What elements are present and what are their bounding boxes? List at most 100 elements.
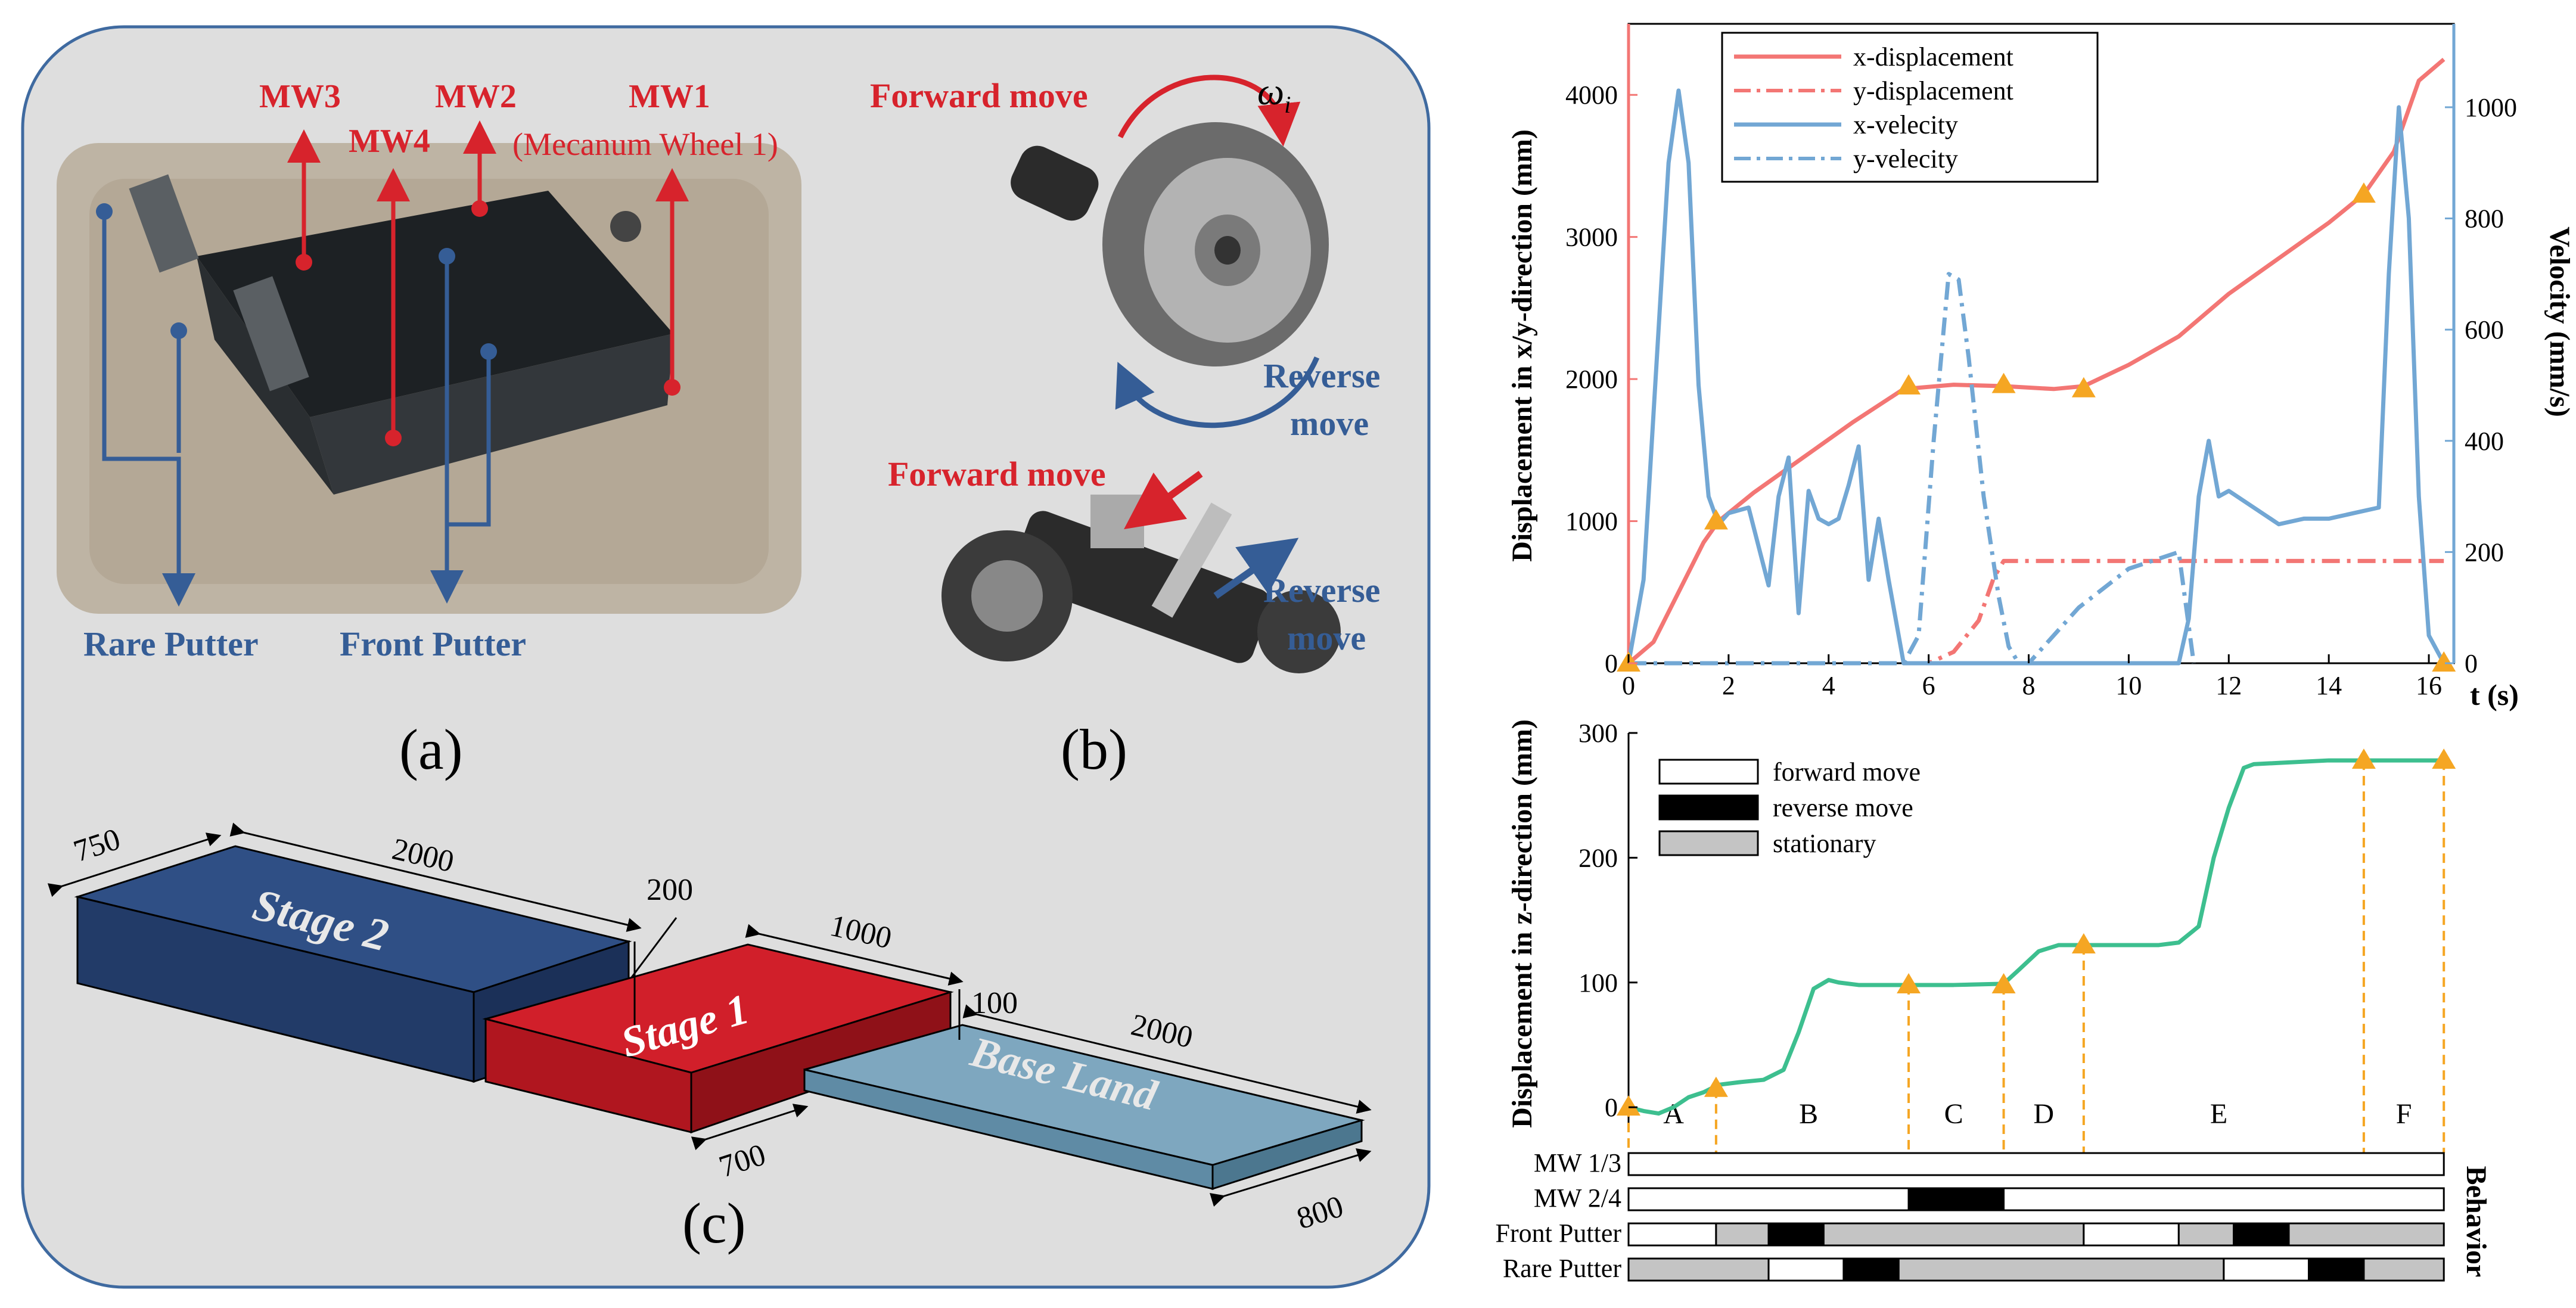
behavior-segment-forward	[2223, 1257, 2310, 1282]
putter-assembly	[1011, 511, 1271, 663]
chart1-y2tick-label: 600	[2465, 315, 2504, 344]
chart1-xtick-label: 14	[2316, 671, 2342, 700]
chart2-marker	[2432, 748, 2456, 769]
chart2-ytick-label: 300	[1578, 719, 1618, 748]
reverse-rotation-arrow	[1115, 356, 1320, 428]
behavior-segment-reverse	[1767, 1222, 1825, 1247]
chart2-marker	[2351, 748, 2376, 769]
caption-b: (b)	[1061, 717, 1127, 781]
chart1-xtick-label: 4	[1822, 671, 1835, 700]
chart1-marker	[1991, 372, 2016, 393]
behavior-segment-forward	[1627, 1187, 1910, 1211]
chart1-ytick-label: 1000	[1565, 507, 1618, 536]
behavior-segment-forward	[1627, 1152, 2445, 1176]
mw-markers	[287, 120, 689, 446]
chart1-xlabel: t (s)	[2470, 678, 2519, 712]
chart1-ytick-label: 3000	[1565, 223, 1618, 252]
chart1-marker	[2071, 377, 2096, 397]
behavior-title: Behavior	[2460, 1166, 2492, 1278]
chart1-xtick-label: 2	[1722, 671, 1735, 700]
chart1-y2tick-label: 800	[2465, 204, 2504, 234]
chart2-legend: forward move reverse move stationary	[1658, 757, 1921, 858]
chart1-y2tick-label: 200	[2465, 538, 2504, 567]
chart1-ytick-label: 2000	[1565, 365, 1618, 394]
chart1-marker	[2351, 182, 2376, 203]
behavior-segment-forward	[2083, 1222, 2180, 1247]
chart2-marker	[1897, 973, 1921, 993]
dim-100: 100	[971, 986, 1018, 1020]
chart-xy-displacement: 0 2 4 6 8 10 12 14 16 0 1000 2000 3000 4000 0 200 400 600…	[1506, 23, 2575, 712]
reverse-move-label-2a: Reverse	[1263, 571, 1380, 610]
chart2-phase-label: D	[2033, 1098, 2054, 1130]
dim-200: 200	[647, 873, 693, 907]
behavior-row-label: Rare Putter	[1503, 1254, 1622, 1283]
chart1-marker	[1704, 509, 1728, 530]
chart1-xtick-label: 12	[2215, 671, 2242, 700]
chart2-marker	[2071, 933, 2096, 953]
behavior-row-label: MW 2/4	[1534, 1183, 1621, 1213]
caption-c: (c)	[682, 1191, 746, 1255]
panel-a: MW3 MW2 MW1 MW4 (Mecanum Wheel 1) Rare P…	[57, 78, 801, 781]
chart2-phase-label: C	[1944, 1098, 1963, 1130]
behavior-segment-stationary	[1897, 1257, 2225, 1282]
panel-b: Forward move ωi Reverse move Forward mov…	[870, 70, 1380, 781]
label-rare-putter: Rare Putter	[83, 625, 259, 663]
reverse-move-label-1b: move	[1290, 404, 1369, 443]
behavior-segment-stationary	[1822, 1222, 2085, 1247]
rare-putter-body	[129, 174, 199, 273]
omega-symbol: ωi	[1257, 70, 1291, 118]
behavior-segment-stationary	[2363, 1257, 2445, 1282]
legend-y-displacement: y-displacement	[1853, 76, 2013, 105]
chart2-phase-label: F	[2396, 1098, 2412, 1130]
series-x-displacement	[1627, 57, 2446, 665]
behavior-segment-stationary	[1627, 1257, 1770, 1282]
chart1-xtick-label: 0	[1622, 671, 1635, 700]
behavior-segment-stationary	[1715, 1222, 1770, 1247]
behavior-segment-reverse	[2233, 1222, 2290, 1247]
legend-reverse-move: reverse move	[1773, 793, 1913, 822]
chart1-legend: x-displacement y-displacement x-velecity…	[1721, 32, 2099, 183]
chart2-phase-label: E	[2210, 1098, 2227, 1130]
series-y-displacement	[1629, 558, 2444, 666]
behavior-row-label: Front Putter	[1496, 1219, 1622, 1248]
behavior-segment-forward	[1767, 1257, 1845, 1282]
chart1-y2tick-label: 400	[2465, 427, 2504, 456]
legend-stationary: stationary	[1773, 829, 1876, 858]
robot-platform-top	[197, 191, 673, 417]
chart1-ytick-label: 4000	[1565, 80, 1618, 110]
behavior-segment-reverse	[1842, 1257, 1900, 1282]
legend-x-displacement: x-displacement	[1853, 42, 2013, 72]
putter-markers	[102, 212, 491, 607]
behavior-row-label: MW 1/3	[1534, 1148, 1621, 1177]
chart1-xtick-label: 10	[2115, 671, 2142, 700]
chart2-ylabel: Displacement in z-direction (mm)	[1506, 719, 1538, 1128]
behavior-segment-reverse	[1907, 1187, 2005, 1211]
front-putter-body	[233, 276, 309, 392]
chart1-ytick-label: 0	[1605, 649, 1618, 678]
series-y-velecity	[1629, 272, 2196, 666]
legend-x-velocity: x-velecity	[1853, 110, 1958, 139]
chart1-marker	[2432, 651, 2456, 672]
chart2-phase-label: B	[1799, 1098, 1818, 1130]
legend-y-velocity: y-velecity	[1853, 144, 1958, 173]
chart1-y2tick-label: 0	[2465, 649, 2478, 678]
label-front-putter: Front Putter	[340, 625, 526, 663]
chart2-marker	[1704, 1076, 1728, 1097]
chart1-xtick-label: 6	[1922, 671, 1935, 700]
reverse-move-label-1a: Reverse	[1263, 356, 1380, 395]
behavior-segment-reverse	[2308, 1257, 2365, 1282]
panel-c-dimensions	[47, 822, 1372, 1207]
chart1-xtick-label: 16	[2416, 671, 2442, 700]
robot-platform-side	[310, 334, 673, 495]
behavior-segment-stationary	[2288, 1222, 2445, 1247]
label-mw2: MW2	[435, 78, 517, 115]
caption-a: (a)	[399, 717, 463, 781]
forward-move-label-1: Forward move	[870, 76, 1088, 115]
chart1-xtick-label: 8	[2022, 671, 2036, 700]
label-mw3: MW3	[259, 78, 341, 115]
behavior-segment-forward	[1627, 1222, 1717, 1247]
behavior-segment-forward	[2003, 1187, 2445, 1211]
reverse-move-label-2b: move	[1287, 619, 1366, 657]
